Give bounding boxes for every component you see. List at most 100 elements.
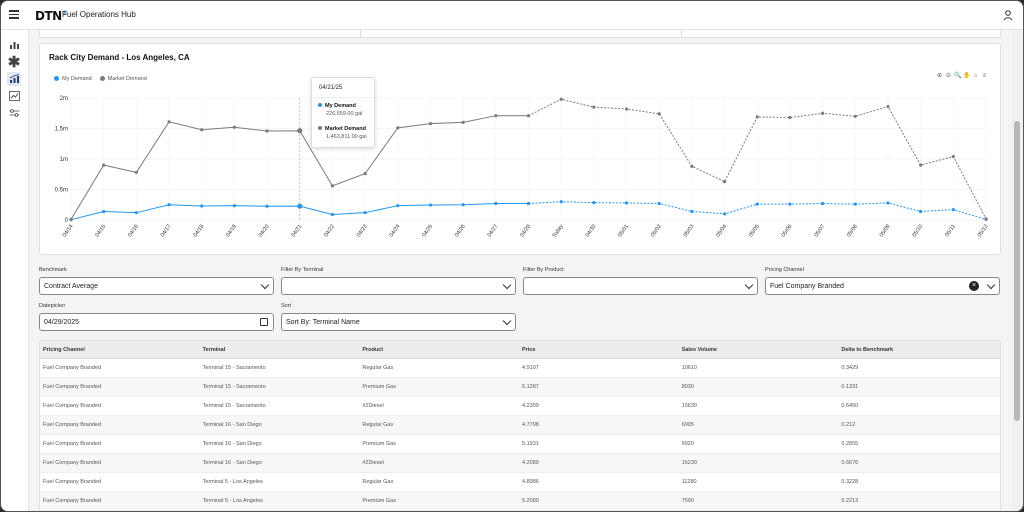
table-cell: Terminal 5 - Los Angeles xyxy=(202,498,263,504)
x-tick-label: 05/07 xyxy=(813,224,826,239)
x-tick-label: 04/28 xyxy=(519,224,532,239)
column-header[interactable]: Price xyxy=(522,347,536,353)
side-nav: ✱ xyxy=(1,30,29,511)
data-point xyxy=(200,204,204,208)
data-point xyxy=(951,208,955,212)
product-filter: Filter By Product xyxy=(523,267,758,295)
data-point xyxy=(657,201,661,206)
table-row[interactable]: Fuel Company Branded Terminal 16 - San Di… xyxy=(40,435,1000,454)
data-point xyxy=(167,120,171,124)
clear-icon[interactable]: × xyxy=(969,281,979,291)
data-point xyxy=(200,128,204,132)
column-header[interactable]: Delta to Benchmark xyxy=(841,347,894,353)
zoom-select-icon[interactable]: 🔍 xyxy=(954,73,962,79)
data-point xyxy=(232,204,236,208)
demand-chart-icon[interactable] xyxy=(7,72,21,86)
y-tick-label: 1m xyxy=(60,157,68,163)
product-select[interactable] xyxy=(523,277,758,295)
x-tick-label: 05/11 xyxy=(944,224,957,238)
asterisk-icon[interactable]: ✱ xyxy=(7,54,21,71)
x-tick-label: 04/24 xyxy=(389,224,402,239)
chevron-down-icon xyxy=(986,280,996,290)
chart-toolbar: ⊕ ⊖ 🔍 ✋ ⌂ ≡ xyxy=(936,73,988,80)
data-point xyxy=(461,120,465,124)
zoom-in-icon[interactable]: ⊕ xyxy=(936,73,943,79)
y-tick-label: 2m xyxy=(60,96,68,102)
table-body: Fuel Company Branded Terminal 15 - Sacram… xyxy=(40,359,1000,511)
data-point xyxy=(592,201,596,205)
table-row[interactable]: Fuel Company Branded Terminal 15 - Sacram… xyxy=(40,359,1000,378)
date-input[interactable]: 04/29/2025 xyxy=(39,313,274,331)
table-cell: Fuel Company Branded xyxy=(43,403,102,409)
data-point xyxy=(526,201,531,206)
x-tick-label: 05/08 xyxy=(846,224,859,239)
terminal-select[interactable] xyxy=(281,277,516,295)
pan-icon[interactable]: ✋ xyxy=(963,73,971,79)
column-header[interactable]: Terminal xyxy=(202,347,226,353)
date-filter: Datepicker 04/29/2025 xyxy=(39,303,274,331)
table-row[interactable]: Fuel Company Branded Terminal 16 - San Di… xyxy=(40,416,1000,435)
table-cell: Premium Gas xyxy=(362,441,396,447)
table-row[interactable]: Fuel Company Branded Terminal 5 - Los Ang… xyxy=(40,492,1000,511)
data-point xyxy=(624,107,629,111)
data-point xyxy=(592,105,596,109)
table-cell: 0.6676 xyxy=(841,460,859,466)
column-header[interactable]: Sales Volume xyxy=(681,347,718,353)
sort-select[interactable]: Sort By: Terminal Name xyxy=(281,313,516,331)
top-bar: DTN® Fuel Operations Hub xyxy=(1,1,1023,30)
calendar-icon[interactable] xyxy=(260,318,268,326)
data-point xyxy=(690,164,694,168)
pricing-channel-select[interactable]: Fuel Company Branded × xyxy=(765,277,1000,295)
reset-home-icon[interactable]: ⌂ xyxy=(973,73,978,79)
data-point xyxy=(559,97,563,101)
table-cell: 16230 xyxy=(681,460,697,466)
pricing-table: Pricing Channel Terminal Product Price S… xyxy=(39,340,1001,511)
data-point xyxy=(821,201,825,206)
user-icon[interactable] xyxy=(1003,10,1013,21)
demand-line-chart[interactable]: 0 0.5m 1m 1.5m 2m 04/14 04/15 04/16 04/17 04/18 04… xyxy=(40,44,1002,256)
table-row[interactable]: Fuel Company Branded Terminal 15 - Sacram… xyxy=(40,397,1000,416)
data-point xyxy=(821,111,825,115)
x-tick-label: 04/14 xyxy=(62,224,75,239)
table-cell: Terminal 15 - Sacramento xyxy=(202,384,266,390)
table-cell: Fuel Company Branded xyxy=(43,498,102,504)
tooltip-row-market-demand: Market Demand 1,463,811.00 gal xyxy=(318,126,367,140)
table-cell: 0.2213 xyxy=(841,498,859,504)
table-cell: Terminal 16 - San Diego xyxy=(202,422,262,428)
legend-item-market-demand[interactable]: Market Demand xyxy=(99,76,147,82)
data-point xyxy=(951,154,955,159)
benchmark-select[interactable]: Contract Average xyxy=(39,277,274,295)
table-cell: 7590 xyxy=(681,498,694,504)
data-point xyxy=(297,203,303,209)
table-cell: 0.3429 xyxy=(841,365,859,371)
legend-item-my-demand[interactable]: My Demand xyxy=(54,76,92,82)
table-cell: Premium Gas xyxy=(362,384,396,390)
scrollbar-thumb[interactable] xyxy=(1014,121,1020,421)
x-tick-label: 04/30 xyxy=(585,224,598,239)
data-point xyxy=(755,115,759,119)
chevron-down-icon xyxy=(260,280,270,290)
table-row[interactable]: Fuel Company Branded Terminal 15 - Sacram… xyxy=(40,378,1000,397)
column-header[interactable]: Pricing Channel xyxy=(43,347,85,353)
benchmark-filter: Benchmark Contract Average xyxy=(39,267,274,295)
table-row[interactable]: Fuel Company Branded Terminal 16 - San Di… xyxy=(40,454,1000,473)
trend-chart-icon[interactable] xyxy=(7,89,21,103)
x-tick-label: 05/03 xyxy=(683,224,696,239)
chart-menu-icon[interactable]: ≡ xyxy=(982,73,987,79)
data-point xyxy=(69,217,73,221)
data-point xyxy=(722,179,727,184)
sliders-icon[interactable] xyxy=(7,106,21,120)
x-tick-label: 05/06 xyxy=(781,224,794,239)
bar-chart-icon[interactable] xyxy=(7,38,21,52)
table-cell: 4.9107 xyxy=(522,365,539,371)
zoom-out-icon[interactable]: ⊖ xyxy=(945,73,952,79)
table-row[interactable]: Fuel Company Branded Terminal 5 - Los Ang… xyxy=(40,473,1000,492)
data-point xyxy=(265,204,269,208)
table-cell: 4.8986 xyxy=(522,479,539,485)
app-title: Fuel Operations Hub xyxy=(62,10,136,19)
chevron-down-icon xyxy=(502,316,512,326)
table-cell: 6905 xyxy=(681,422,694,428)
column-header[interactable]: Product xyxy=(362,347,384,353)
menu-icon[interactable] xyxy=(9,10,19,20)
x-tick-label: 04/15 xyxy=(95,224,108,239)
